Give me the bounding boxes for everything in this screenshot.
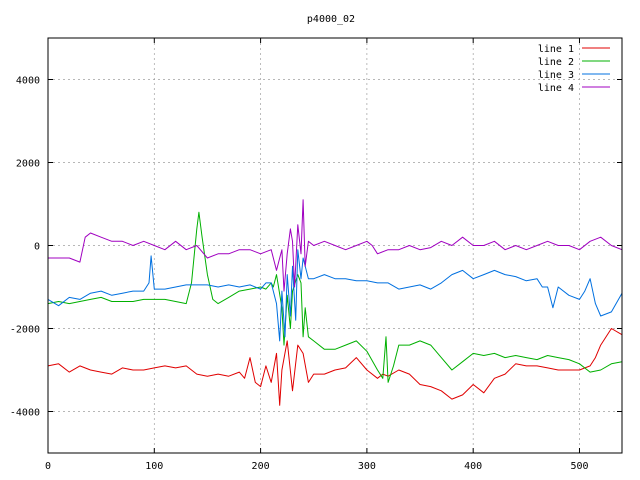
y-tick-label: 2000 [16,159,40,170]
x-tick-label: 200 [252,461,270,472]
legend-label-1: line 1 [538,44,574,55]
y-tick-label: -4000 [10,408,40,419]
x-tick-label: 500 [570,461,588,472]
x-tick-label: 100 [145,461,163,472]
series-layer [47,199,623,406]
axis-ticks: 0 100 200 300 400 500 -4000 -2000 0 2000 4000 [10,38,622,472]
series-line-3 [47,249,623,342]
legend: line 1 line 2 line 3 line 4 [538,44,610,94]
series-line-1 [47,328,623,406]
series-line-2 [47,211,623,383]
legend-label-2: line 2 [538,57,574,68]
chart-title: p4000_02 [307,14,355,25]
legend-label-4: line 4 [538,83,574,94]
x-tick-label: 400 [464,461,482,472]
grid [48,38,622,453]
y-tick-label: -2000 [10,325,40,336]
series-line-4 [48,199,623,292]
y-tick-label: 0 [34,242,40,253]
x-tick-label: 0 [45,461,51,472]
legend-label-3: line 3 [538,70,574,81]
x-tick-label: 300 [358,461,376,472]
y-tick-label: 4000 [16,76,40,87]
